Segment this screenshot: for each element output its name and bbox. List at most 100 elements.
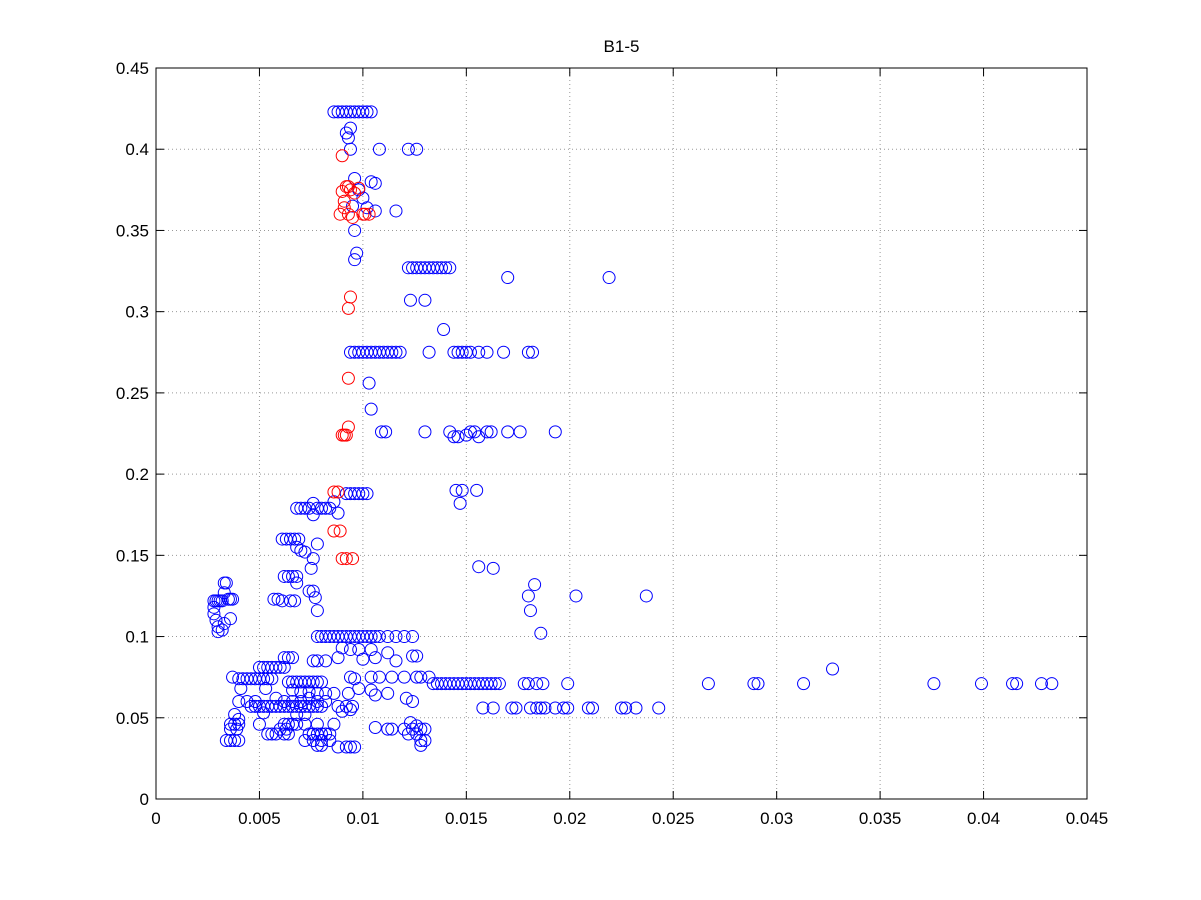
scatter-point [310, 537, 324, 551]
scatter-point [337, 194, 351, 208]
scatter-point [310, 501, 324, 515]
scatter-point [323, 727, 337, 741]
scatter-point [472, 430, 486, 444]
scatter-point [463, 345, 477, 359]
scatter-point [265, 672, 279, 686]
scatter-point [310, 604, 324, 618]
scatter-point [526, 345, 540, 359]
scatter-point [356, 105, 370, 119]
scatter-point [974, 677, 988, 691]
scatter-point [310, 675, 324, 689]
scatter-point [472, 345, 486, 359]
scatter-point [269, 691, 283, 705]
scatter-point [267, 592, 281, 606]
scatter-point [410, 719, 424, 733]
scatter-point [343, 183, 357, 197]
scatter-point [480, 345, 494, 359]
scatter-point [219, 576, 233, 590]
scatter-point [364, 105, 378, 119]
scatter-point [294, 685, 308, 699]
x-tick-label: 0.045 [1066, 809, 1109, 828]
x-tick-label: 0.04 [967, 809, 1000, 828]
scatter-point [341, 686, 355, 700]
scatter-point [308, 591, 322, 605]
scatter-point [534, 626, 548, 640]
scatter-point [393, 345, 407, 359]
scatter-point [418, 425, 432, 439]
scatter-point [290, 717, 304, 731]
scatter-point [480, 425, 494, 439]
scatter-point [310, 654, 324, 668]
scatter-point [364, 402, 378, 416]
scatter-point [368, 721, 382, 735]
scatter-point [528, 578, 542, 592]
scatter-point [339, 699, 353, 713]
scatter-point [310, 699, 324, 713]
scatter-point [232, 712, 246, 726]
scatter-point [372, 630, 386, 644]
scatter-point [335, 149, 349, 163]
scatter-point [492, 677, 506, 691]
scatter-point [341, 301, 355, 315]
scatter-point [286, 569, 300, 583]
scatter-point [215, 594, 229, 608]
axis-ticks [155, 67, 1088, 800]
scatter-point [364, 630, 378, 644]
scatter-point [348, 253, 362, 267]
scatter-point [339, 552, 353, 566]
scatter-point [319, 695, 333, 709]
scatter-point [348, 223, 362, 237]
scatter-point [257, 706, 271, 720]
scatter-point [298, 545, 312, 559]
scatter-point [619, 701, 633, 715]
scatter-point [215, 623, 229, 637]
scatter-point [521, 589, 535, 603]
x-tick-label: 0.01 [346, 809, 379, 828]
scatter-point [629, 701, 643, 715]
scatter-point [286, 695, 300, 709]
scatter-point [586, 701, 600, 715]
scatter-point [451, 430, 465, 444]
scatter-point [389, 204, 403, 218]
scatter-point [343, 740, 357, 754]
scatter-point [273, 660, 287, 674]
scatter-point [701, 677, 715, 691]
scatter-point [333, 207, 347, 221]
scatter-point [455, 345, 469, 359]
scatter-point [368, 651, 382, 665]
scatter-point [240, 695, 254, 709]
scatter-point [422, 670, 436, 684]
scatter-point [1006, 677, 1020, 691]
scatter-point [389, 345, 403, 359]
scatter-point [281, 727, 295, 741]
scatter-point [335, 704, 349, 718]
scatter-point [530, 677, 544, 691]
scatter-point [435, 261, 449, 275]
scatter-point [381, 722, 395, 736]
scatter-point [288, 594, 302, 608]
scatter-point [406, 630, 420, 644]
scatter-point [497, 345, 511, 359]
scatter-point [228, 734, 242, 748]
scatter-point [207, 607, 221, 621]
scatter-point [602, 271, 616, 285]
scatter-point [437, 323, 451, 337]
y-tick-label: 0.35 [116, 221, 149, 240]
scatter-point [418, 722, 432, 736]
scatter-point [290, 569, 304, 583]
scatter-point [269, 660, 283, 674]
scatter-point [315, 699, 329, 713]
scatter-point [306, 734, 320, 748]
scatter-point [335, 552, 349, 566]
scatter-point [410, 649, 424, 663]
scatter-point [259, 682, 273, 696]
scatter-point [455, 483, 469, 497]
scatter-point [226, 592, 240, 606]
scatter-point [273, 722, 287, 736]
scatter-point [509, 701, 523, 715]
scatter-point [410, 142, 424, 156]
scatter-point [294, 695, 308, 709]
scatter-point [1045, 677, 1059, 691]
x-tick-label: 0.035 [859, 809, 902, 828]
scatter-point [368, 688, 382, 702]
